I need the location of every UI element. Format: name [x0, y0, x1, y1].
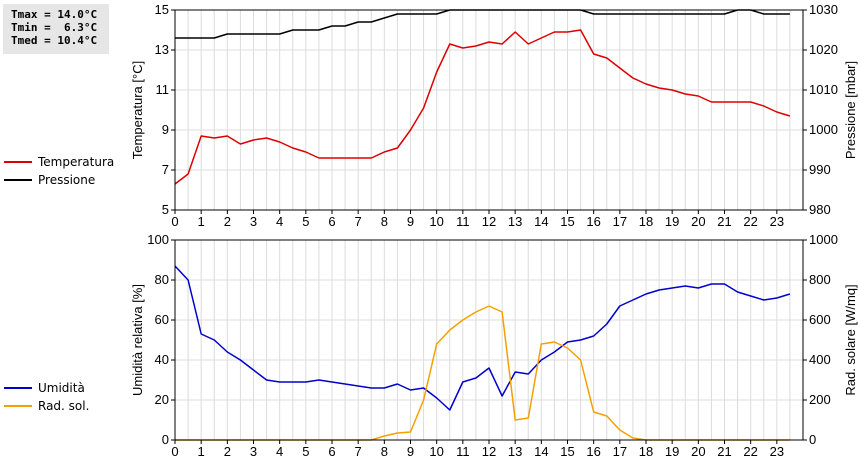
- y-axis-label: Temperatura [°C]: [130, 61, 145, 159]
- x-tick-label: 6: [328, 214, 335, 229]
- x-tick-label: 5: [302, 444, 309, 459]
- y2-tick-label: 1010: [809, 82, 838, 97]
- x-tick-label: 15: [560, 444, 574, 459]
- legend-label: Umidità: [38, 381, 85, 395]
- x-tick-label: 12: [482, 214, 496, 229]
- x-tick-label: 17: [613, 444, 627, 459]
- legend-item-temperatura: Temperatura: [4, 153, 114, 171]
- legend-item-umidita: Umidità: [4, 379, 89, 397]
- series-line-pressione: [175, 9, 790, 39]
- x-tick-label: 19: [665, 444, 679, 459]
- x-tick-label: 1: [198, 444, 205, 459]
- x-tick-label: 11: [456, 444, 470, 459]
- x-tick-label: 16: [586, 214, 600, 229]
- y-axis-label: Umidità relativa [%]: [130, 284, 145, 396]
- x-tick-label: 0: [171, 214, 178, 229]
- x-tick-label: 2: [224, 214, 231, 229]
- x-tick-label: 3: [250, 214, 257, 229]
- x-tick-label: 13: [508, 214, 522, 229]
- x-tick-label: 12: [482, 444, 496, 459]
- y2-tick-label: 400: [809, 352, 831, 367]
- x-tick-label: 14: [534, 444, 548, 459]
- x-tick-label: 11: [456, 214, 470, 229]
- x-tick-label: 17: [613, 214, 627, 229]
- x-tick-label: 0: [171, 444, 178, 459]
- x-tick-label: 20: [691, 214, 705, 229]
- x-tick-label: 21: [717, 214, 731, 229]
- x-tick-label: 4: [276, 444, 283, 459]
- legend-item-radsol: Rad. sol.: [4, 397, 89, 415]
- x-tick-label: 1: [198, 214, 205, 229]
- x-tick-label: 23: [770, 444, 784, 459]
- x-tick-label: 8: [381, 444, 388, 459]
- y-tick-label: 9: [162, 122, 169, 137]
- y2-axis-label: Rad. solare [W/mq]: [843, 284, 858, 395]
- x-tick-label: 2: [224, 444, 231, 459]
- stats-box: Tmax = 14.0°C Tmin = 6.3°C Tmed = 10.4°C: [3, 4, 109, 54]
- y2-tick-label: 1000: [809, 122, 838, 137]
- y-tick-label: 80: [155, 272, 169, 287]
- legend-swatch: [4, 179, 32, 181]
- x-tick-label: 21: [717, 444, 731, 459]
- x-tick-label: 6: [328, 444, 335, 459]
- y-tick-label: 40: [155, 352, 169, 367]
- legend-swatch: [4, 387, 32, 389]
- x-tick-label: 9: [407, 214, 414, 229]
- legend-item-pressione: Pressione: [4, 171, 114, 189]
- x-tick-label: 10: [429, 444, 443, 459]
- stat-tmax: Tmax = 14.0°C: [11, 8, 98, 21]
- x-tick-label: 5: [302, 214, 309, 229]
- x-tick-label: 15: [560, 214, 574, 229]
- y-tick-label: 5: [162, 202, 169, 217]
- x-tick-label: 9: [407, 444, 414, 459]
- legend-label: Temperatura: [38, 155, 115, 169]
- y2-tick-label: 990: [809, 162, 831, 177]
- stat-tmin: Tmin = 6.3°C: [11, 21, 98, 34]
- x-tick-label: 22: [743, 214, 757, 229]
- x-tick-label: 13: [508, 444, 522, 459]
- x-tick-label: 19: [665, 214, 679, 229]
- x-tick-label: 7: [355, 214, 362, 229]
- legend-label: Rad. sol.: [38, 399, 90, 413]
- y-tick-label: 20: [155, 392, 169, 407]
- x-tick-label: 16: [586, 444, 600, 459]
- y2-tick-label: 1020: [809, 42, 838, 57]
- y-tick-label: 15: [155, 2, 169, 17]
- y-tick-label: 60: [155, 312, 169, 327]
- legend-swatch: [4, 161, 32, 163]
- series-line-umidit-: [174, 265, 791, 411]
- x-tick-label: 4: [276, 214, 283, 229]
- y2-tick-label: 600: [809, 312, 831, 327]
- y2-tick-label: 980: [809, 202, 831, 217]
- series-line-temperatura: [174, 29, 791, 185]
- y-tick-label: 11: [156, 82, 170, 97]
- y2-tick-label: 800: [809, 272, 831, 287]
- legend-swatch: [4, 405, 32, 407]
- y-tick-label: 7: [162, 162, 169, 177]
- y2-axis-label: Pressione [mbar]: [843, 61, 858, 159]
- x-tick-label: 7: [355, 444, 362, 459]
- x-tick-label: 18: [639, 214, 653, 229]
- legend-bottom: Umidità Rad. sol.: [4, 379, 89, 415]
- x-tick-label: 8: [381, 214, 388, 229]
- y2-tick-label: 1000: [809, 232, 838, 247]
- x-tick-label: 20: [691, 444, 705, 459]
- y2-tick-label: 0: [809, 432, 816, 447]
- y2-tick-label: 1030: [809, 2, 838, 17]
- y-tick-label: 100: [147, 232, 169, 247]
- stat-tmed: Tmed = 10.4°C: [11, 34, 98, 47]
- x-tick-label: 23: [770, 214, 784, 229]
- x-tick-label: 14: [534, 214, 548, 229]
- x-tick-label: 10: [429, 214, 443, 229]
- x-tick-label: 3: [250, 444, 257, 459]
- y-tick-label: 13: [155, 42, 169, 57]
- legend-label: Pressione: [38, 173, 96, 187]
- x-tick-label: 22: [743, 444, 757, 459]
- x-tick-label: 18: [639, 444, 653, 459]
- legend-top: Temperatura Pressione: [4, 153, 114, 189]
- y2-tick-label: 200: [809, 392, 831, 407]
- y-tick-label: 0: [162, 432, 169, 447]
